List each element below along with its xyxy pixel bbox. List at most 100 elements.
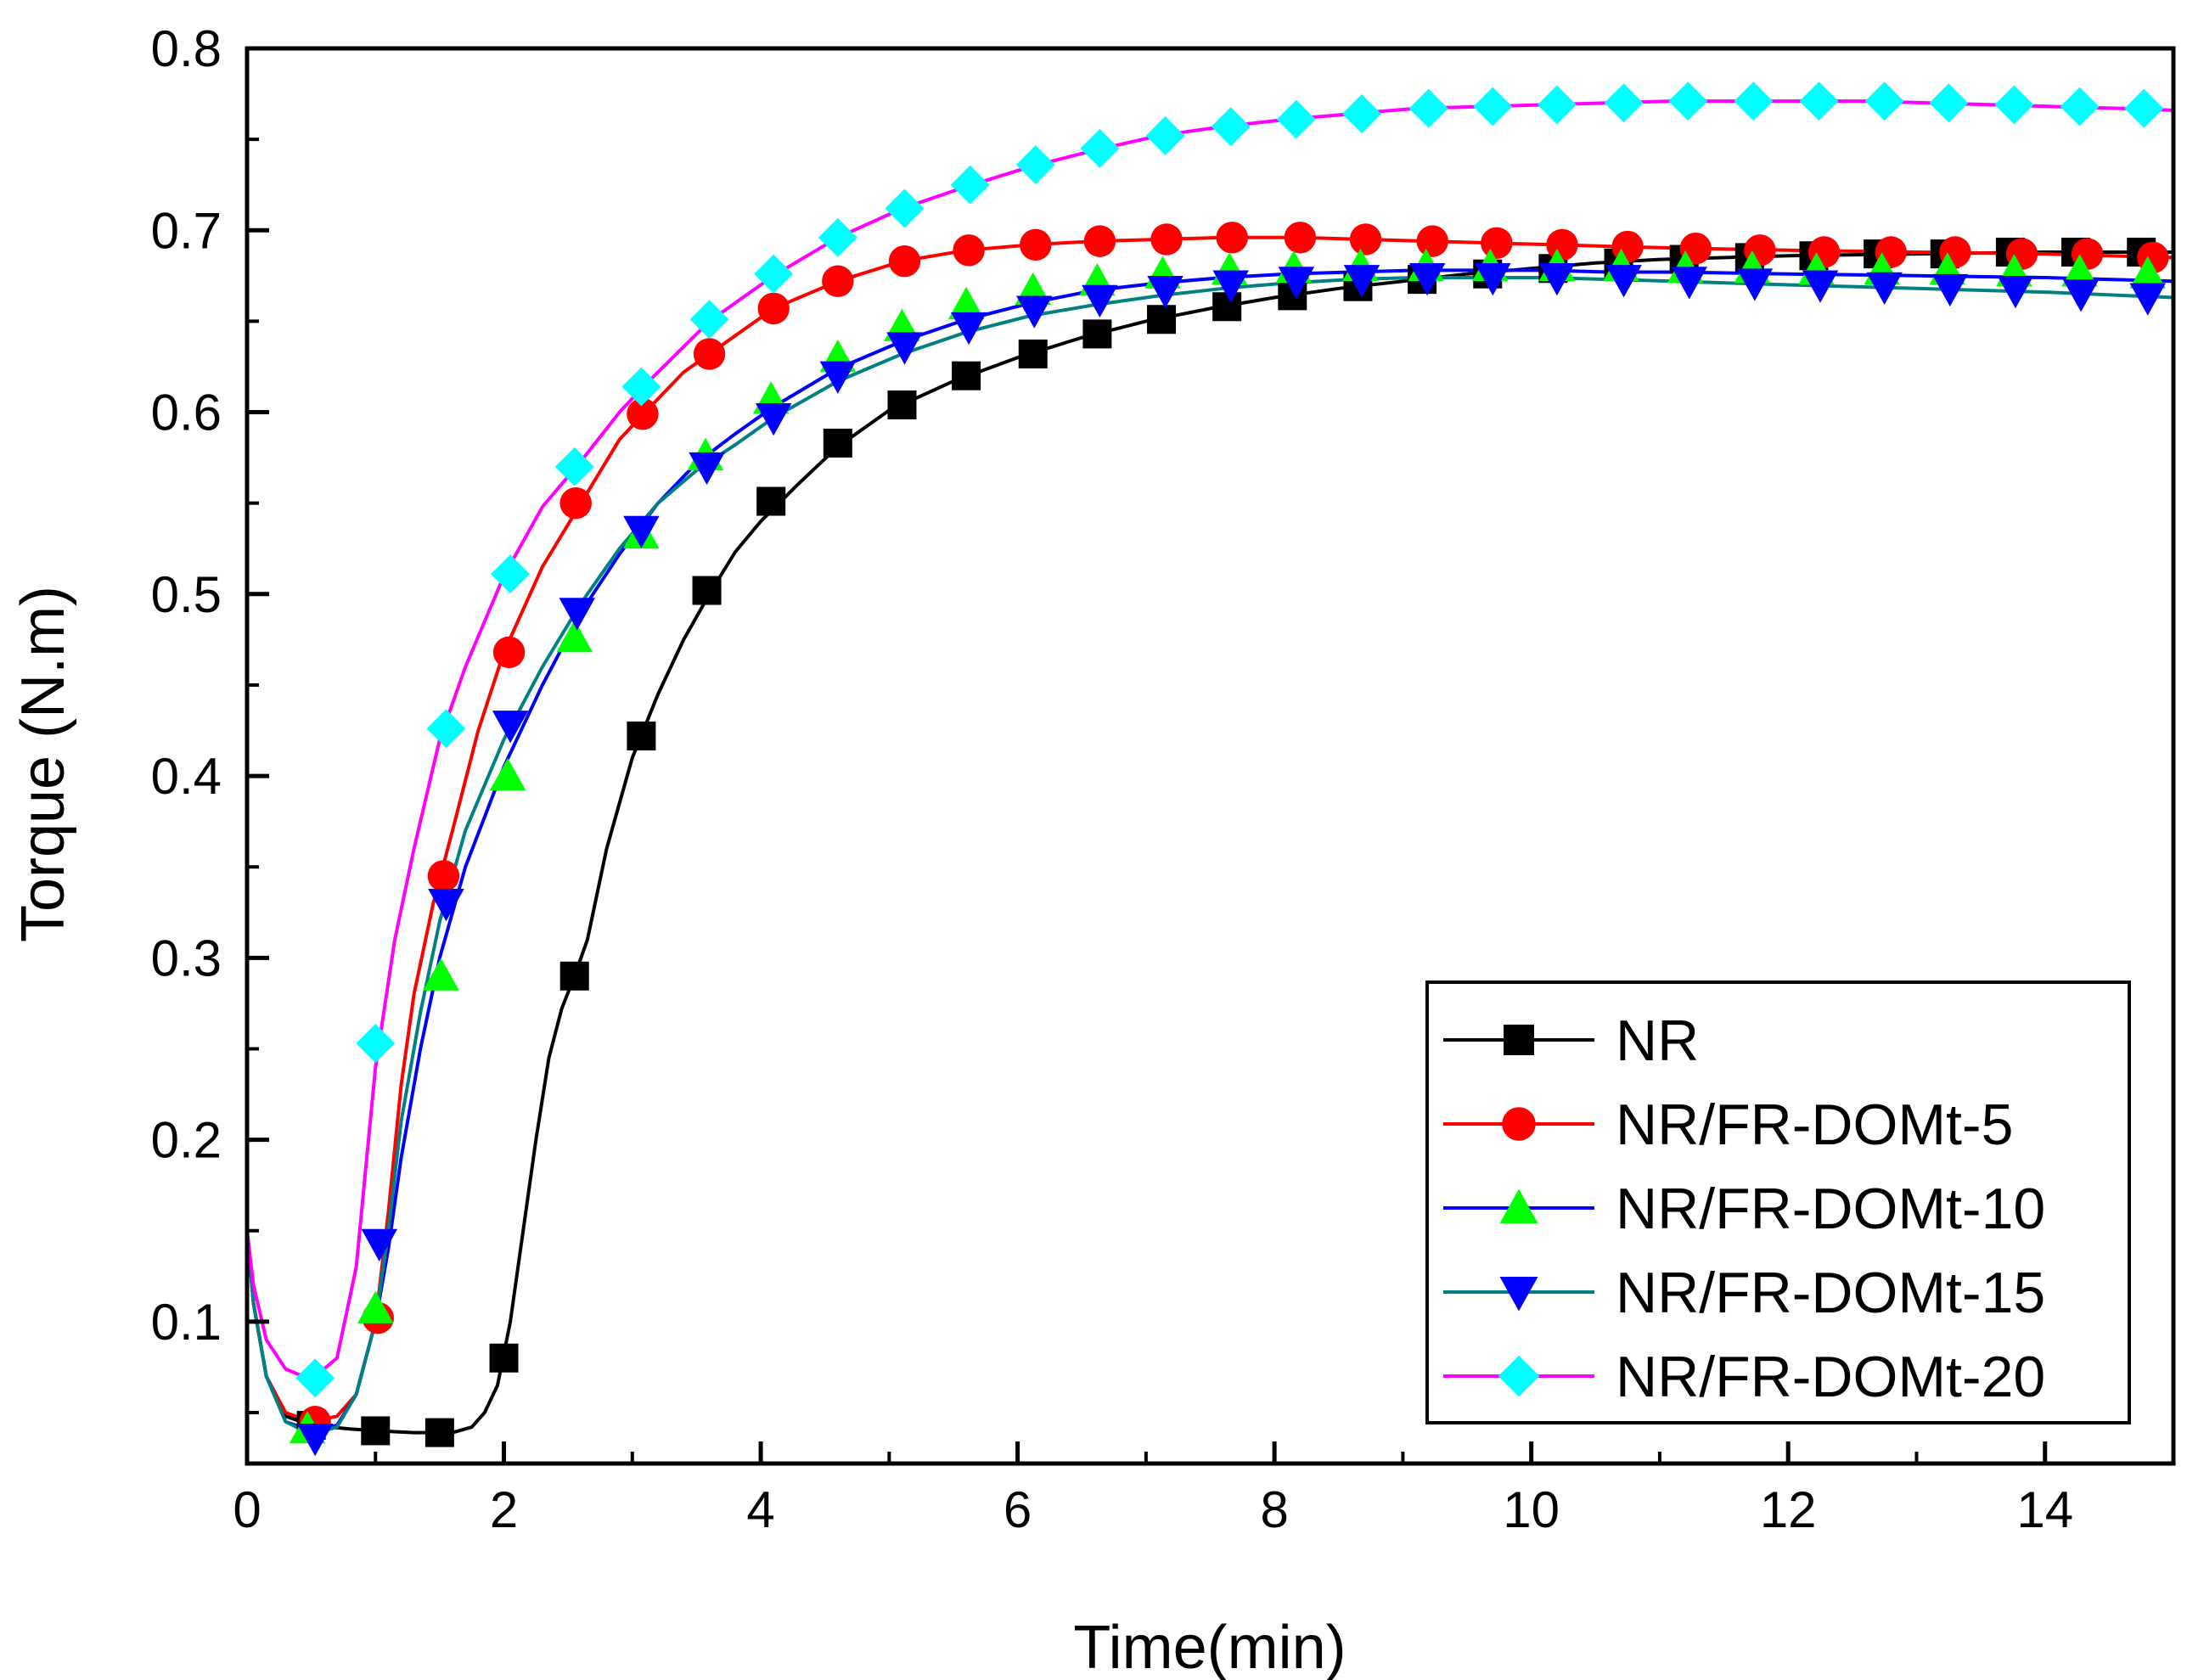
plot-frame xyxy=(245,46,2176,1466)
y-tick-label: 0.2 xyxy=(151,1112,222,1169)
data-point-1 xyxy=(1284,222,1317,254)
data-point-3 xyxy=(819,361,857,394)
y-axis-title: Torque (N.m) xyxy=(9,586,77,942)
data-point-0 xyxy=(1018,339,1048,368)
data-point-4 xyxy=(1080,128,1120,168)
data-point-0 xyxy=(952,361,981,391)
data-point-1 xyxy=(1083,225,1116,257)
data-point-0 xyxy=(489,1343,519,1373)
data-point-0 xyxy=(756,486,786,516)
data-point-4 xyxy=(1408,88,1448,128)
x-tick-label: 10 xyxy=(1503,1481,1560,1538)
data-point-2 xyxy=(2129,256,2166,289)
data-point-2 xyxy=(556,619,593,653)
legend-label: NR xyxy=(1616,1009,1699,1073)
x-axis-title: Time(min) xyxy=(1073,1614,1346,1680)
data-point-1 xyxy=(822,265,854,297)
legend-label: NR/FR-DOMt-20 xyxy=(1616,1345,2045,1409)
data-point-3 xyxy=(1343,265,1380,298)
data-point-2 xyxy=(489,757,526,791)
legend-marker xyxy=(1499,1188,1538,1223)
data-point-0 xyxy=(424,1418,454,1447)
data-point-4 xyxy=(426,709,466,749)
data-point-1 xyxy=(1349,223,1382,256)
data-point-1 xyxy=(1481,227,1513,259)
x-tick-label: 2 xyxy=(490,1481,518,1538)
data-point-4 xyxy=(1015,145,1055,185)
data-point-4 xyxy=(1994,85,2034,125)
data-point-4 xyxy=(621,367,661,407)
data-point-3 xyxy=(689,452,725,486)
data-point-3 xyxy=(492,711,529,744)
data-point-1 xyxy=(492,636,526,669)
legend: NR NR/FR-DOMt-5 NR/FR-DOMt-10 NR/FR-DOMt-15… xyxy=(1425,980,2131,1424)
data-point-2 xyxy=(947,286,985,320)
data-point-4 xyxy=(1799,81,1839,121)
y-tick-label: 0.1 xyxy=(151,1294,222,1351)
data-point-3 xyxy=(886,332,923,365)
tick-layer: 0 2 4 6 8 10 12 14 0.1 0.2 0.3 0.4 0.5 0.6 0.7 0.8 xyxy=(151,20,2074,1538)
data-point-3 xyxy=(428,889,464,922)
data-point-4 xyxy=(1145,115,1185,155)
data-point-4 xyxy=(885,188,925,228)
legend-marker xyxy=(1502,1107,1536,1141)
data-point-1 xyxy=(693,338,726,370)
data-point-4 xyxy=(1537,85,1577,125)
legend-label: NR/FR-DOMt-15 xyxy=(1616,1261,2045,1325)
x-tick-label: 4 xyxy=(746,1481,774,1538)
data-point-4 xyxy=(1211,107,1251,147)
data-point-3 xyxy=(1212,270,1249,303)
data-point-4 xyxy=(2060,87,2100,126)
data-point-3 xyxy=(1866,272,1903,305)
data-point-4 xyxy=(1864,81,1904,121)
legend-marker xyxy=(1499,1277,1538,1312)
data-point-0 xyxy=(1082,319,1112,349)
data-point-4 xyxy=(2124,88,2164,128)
data-point-3 xyxy=(1802,270,1839,303)
data-point-3 xyxy=(1147,275,1183,309)
data-point-3 xyxy=(2062,279,2100,312)
legend-label: NR/FR-DOMt-5 xyxy=(1616,1093,2013,1157)
y-tick-label: 0.5 xyxy=(151,566,222,623)
legend-label: NR/FR-DOMt-10 xyxy=(1616,1177,2045,1241)
x-tick-label: 14 xyxy=(2016,1481,2073,1538)
data-point-1 xyxy=(953,234,985,267)
marker-layer xyxy=(289,81,2169,1457)
data-point-1 xyxy=(627,397,659,430)
data-point-3 xyxy=(1408,262,1446,296)
y-tick-label: 0.8 xyxy=(151,20,222,77)
data-point-4 xyxy=(356,1024,396,1063)
data-point-3 xyxy=(1736,268,1774,301)
data-point-3 xyxy=(1538,262,1576,296)
data-point-3 xyxy=(1931,273,1969,307)
data-point-1 xyxy=(427,860,460,892)
data-point-1 xyxy=(1546,228,1578,261)
data-point-0 xyxy=(823,428,852,458)
data-point-3 xyxy=(559,598,596,631)
data-point-0 xyxy=(1147,305,1177,334)
series-line-3 xyxy=(245,276,2174,1436)
data-point-4 xyxy=(1929,83,1969,123)
data-point-2 xyxy=(2061,254,2098,287)
data-point-3 xyxy=(1475,262,1511,296)
data-point-2 xyxy=(357,1290,394,1323)
data-point-0 xyxy=(627,721,656,750)
data-point-1 xyxy=(1150,223,1183,256)
data-point-0 xyxy=(692,576,722,605)
data-point-3 xyxy=(623,515,660,549)
data-point-4 xyxy=(818,217,857,257)
data-point-1 xyxy=(1416,225,1448,257)
y-tick-label: 0.3 xyxy=(151,930,222,986)
y-tick-label: 0.6 xyxy=(151,385,222,441)
data-point-0 xyxy=(1212,292,1242,322)
data-point-4 xyxy=(295,1358,335,1398)
data-point-4 xyxy=(1668,81,1708,121)
data-point-3 xyxy=(361,1228,398,1261)
data-point-0 xyxy=(361,1416,391,1446)
data-point-1 xyxy=(888,244,921,278)
legend-box xyxy=(1425,980,2131,1424)
data-point-2 xyxy=(423,958,459,991)
data-point-4 xyxy=(1473,87,1513,126)
data-point-3 xyxy=(1671,267,1707,300)
